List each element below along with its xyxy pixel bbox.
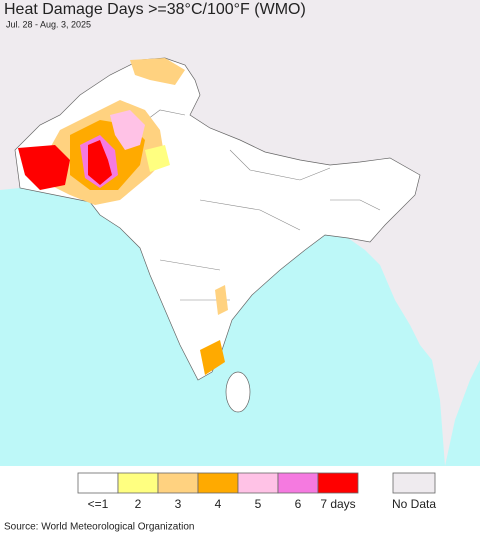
legend-label: <=1 (88, 497, 109, 511)
legend-swatch (237, 472, 279, 494)
legend-swatch (277, 472, 319, 494)
source: Source: World Meteorological Organizatio… (4, 522, 194, 533)
legend-label: 5 (255, 497, 262, 511)
legend-swatch (197, 472, 239, 494)
heat-area (110, 110, 145, 150)
heat-area (215, 285, 228, 315)
legend-label: 3 (175, 497, 182, 511)
sri-lanka (225, 371, 251, 413)
subtitle: Jul. 28 - Aug. 3, 2025 (6, 19, 91, 29)
legend-swatch (117, 472, 159, 494)
legend-swatch (317, 472, 359, 494)
heat-area (18, 145, 70, 190)
heat-area (130, 58, 185, 85)
legend-swatch (392, 472, 436, 494)
sea (445, 360, 480, 466)
legend-label: No Data (392, 497, 436, 511)
legend-label: 4 (215, 497, 222, 511)
legend-label: 2 (135, 497, 142, 511)
heat-area (88, 140, 112, 185)
legend-label: 7 days (320, 497, 355, 511)
title: Heat Damage Days >=38°C/100°F (WMO) (4, 1, 306, 18)
legend-swatch (77, 472, 119, 494)
sea (0, 188, 445, 466)
legend: <=1 2 3 4 5 6 7 days No Data (77, 472, 436, 511)
heat-area (200, 340, 225, 375)
legend-swatch (157, 472, 199, 494)
heat-area (145, 145, 170, 172)
legend-label: 6 (295, 497, 302, 511)
